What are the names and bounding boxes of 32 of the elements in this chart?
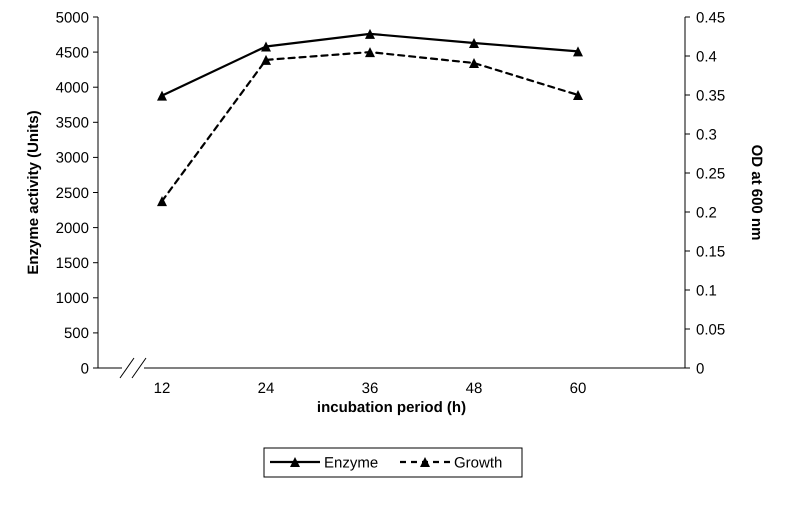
x-tick-label: 24	[258, 380, 274, 397]
y-tick-label: 500	[64, 325, 89, 342]
y2-tick-label: 0.35	[696, 87, 726, 104]
y-tick-label: 2000	[56, 220, 89, 237]
y2-tick-label: 0.15	[696, 243, 726, 260]
y2-tick-label: 0.3	[696, 126, 717, 144]
legend-label: Growth	[454, 454, 502, 472]
y-tick-label: 5000	[56, 9, 89, 26]
y-tick-label: 1000	[56, 290, 89, 308]
y-tick-label: 4000	[56, 79, 89, 96]
y2-tick-label: 0	[696, 360, 704, 378]
x-tick-label: 36	[362, 380, 378, 397]
x-tick-label: 12	[154, 380, 170, 397]
y-tick-label: 4500	[56, 44, 89, 62]
x-axis-title: incubation period (h)	[316, 399, 466, 416]
y2-tick-label: 0.4	[696, 48, 717, 66]
y-tick-label: 1500	[56, 254, 89, 272]
y2-axis-title: OD at 600 nm	[748, 144, 765, 240]
y2-tick-label: 0.1	[696, 282, 717, 300]
y-tick-label: 0	[80, 360, 89, 378]
y2-tick-label: 0.45	[696, 9, 726, 26]
legend-label: Enzyme	[324, 454, 378, 472]
y-tick-label: 3500	[56, 114, 89, 132]
y-tick-label: 2500	[56, 184, 89, 202]
point	[573, 90, 583, 100]
x-tick-label: 48	[466, 380, 482, 397]
y-tick-label: 3000	[56, 150, 89, 167]
x-tick-label: 60	[570, 380, 586, 397]
y2-tick-label: 0.2	[696, 204, 717, 222]
y-axis-title: Enzyme activity (Units)	[25, 110, 42, 275]
y2-tick-label: 0.05	[696, 321, 726, 338]
y2-tick-label: 0.25	[696, 165, 726, 182]
